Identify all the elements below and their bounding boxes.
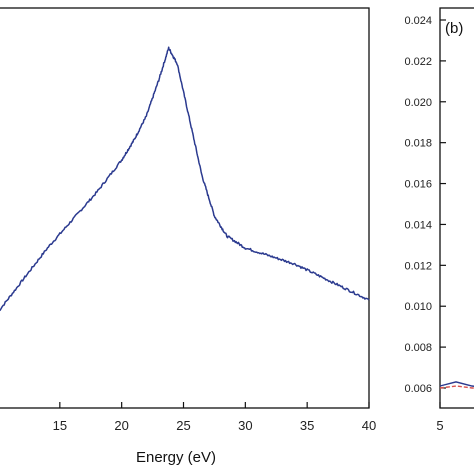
panel-b-x-tick-labels: 5 bbox=[436, 418, 443, 433]
panel-b-y-tick-label: 0.006 bbox=[404, 383, 432, 395]
panel-a-x-tick-label: 20 bbox=[114, 418, 128, 433]
panel-b-series bbox=[439, 381, 474, 389]
panel-a-x-axis-label: Energy (eV) bbox=[136, 449, 216, 466]
panel-a-x-tick-label: 25 bbox=[176, 418, 190, 433]
panel-b-y-tick-label: 0.022 bbox=[404, 56, 432, 68]
panel-b-y-tick-label: 0.018 bbox=[404, 138, 432, 150]
panel-a: 15 20 25 30 35 40 Energy (eV) bbox=[0, 7, 377, 466]
panel-b-series-line-0 bbox=[439, 381, 474, 387]
panel-b-y-tick-label: 0.016 bbox=[404, 179, 432, 191]
panel-a-x-tick-label: 15 bbox=[53, 418, 67, 433]
panel-b-y-ticks bbox=[440, 19, 446, 389]
panel-b-y-tick-label: 0.020 bbox=[404, 97, 432, 109]
panel-b-y-tick-label: 0.012 bbox=[404, 260, 432, 272]
panel-a-x-tick-label: 40 bbox=[362, 418, 376, 433]
panel-b-x-tick-label: 5 bbox=[436, 418, 443, 433]
panel-b-y-tick-label: 0.010 bbox=[404, 301, 432, 313]
panel-a-x-tick-label: 30 bbox=[238, 418, 252, 433]
panel-a-x-tick-labels: 15 20 25 30 35 40 bbox=[53, 418, 377, 433]
panel-a-frame bbox=[0, 7, 370, 409]
panel-b-y-tick-label: 0.024 bbox=[404, 15, 432, 27]
panel-b: (b) 0.0060.0080.0100.0120.0140.0160.0180… bbox=[404, 7, 474, 433]
panel-b-label: (b) bbox=[445, 20, 463, 37]
panel-a-series-line-0 bbox=[0, 46, 370, 312]
panel-a-x-ticks bbox=[59, 402, 370, 408]
panel-a-x-tick-label: 35 bbox=[300, 418, 314, 433]
panel-b-y-tick-labels: 0.006 0.008 0.010 0.012 0.014 0.016 0.018 0.020… bbox=[404, 15, 432, 395]
panel-b-frame bbox=[439, 7, 474, 409]
panel-a-series bbox=[0, 46, 370, 312]
panel-b-y-tick-label: 0.014 bbox=[404, 219, 432, 231]
panel-b-y-tick-label: 0.008 bbox=[404, 342, 432, 354]
panel-b-series-line-1 bbox=[439, 385, 474, 389]
